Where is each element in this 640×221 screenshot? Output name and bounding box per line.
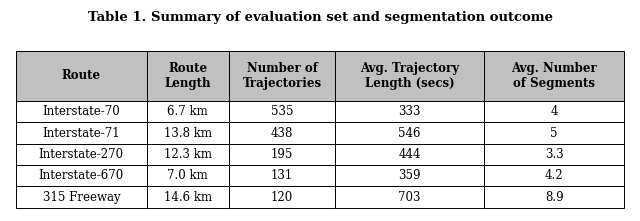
Bar: [16, 186, 147, 208]
Bar: [484, 186, 624, 208]
Bar: [16, 51, 147, 101]
Bar: [16, 144, 147, 165]
Text: Route
Length: Route Length: [164, 62, 211, 90]
Text: 8.9: 8.9: [545, 191, 563, 204]
Text: 535: 535: [271, 105, 293, 118]
Bar: [229, 101, 335, 122]
Bar: [229, 186, 335, 208]
Bar: [147, 144, 229, 165]
Text: 12.3 km: 12.3 km: [164, 148, 212, 161]
Bar: [147, 186, 229, 208]
Bar: [335, 122, 484, 144]
Bar: [335, 144, 484, 165]
Text: 7.0 km: 7.0 km: [168, 169, 208, 182]
Bar: [335, 51, 484, 101]
Bar: [147, 122, 229, 144]
Bar: [335, 186, 484, 208]
Text: 131: 131: [271, 169, 293, 182]
Bar: [229, 165, 335, 186]
Bar: [16, 101, 147, 122]
Text: Avg. Trajectory
Length (secs): Avg. Trajectory Length (secs): [360, 62, 460, 90]
Text: 4.2: 4.2: [545, 169, 563, 182]
Text: 333: 333: [399, 105, 421, 118]
Text: 444: 444: [399, 148, 421, 161]
Text: Number of
Trajectories: Number of Trajectories: [243, 62, 321, 90]
Bar: [335, 165, 484, 186]
Text: 315 Freeway: 315 Freeway: [42, 191, 120, 204]
Text: Route: Route: [62, 69, 101, 82]
Text: 6.7 km: 6.7 km: [168, 105, 208, 118]
Bar: [229, 122, 335, 144]
Text: 438: 438: [271, 127, 293, 139]
Bar: [16, 122, 147, 144]
Text: 5: 5: [550, 127, 558, 139]
Bar: [484, 101, 624, 122]
Text: Avg. Number
of Segments: Avg. Number of Segments: [511, 62, 597, 90]
Text: 14.6 km: 14.6 km: [164, 191, 212, 204]
Text: 195: 195: [271, 148, 293, 161]
Bar: [147, 101, 229, 122]
Bar: [16, 165, 147, 186]
Text: 703: 703: [399, 191, 421, 204]
Bar: [484, 144, 624, 165]
Text: Interstate-270: Interstate-270: [39, 148, 124, 161]
Bar: [484, 165, 624, 186]
Text: Interstate-670: Interstate-670: [39, 169, 124, 182]
Text: Interstate-70: Interstate-70: [42, 105, 120, 118]
Bar: [484, 51, 624, 101]
Text: 359: 359: [399, 169, 421, 182]
Bar: [229, 144, 335, 165]
Bar: [147, 51, 229, 101]
Text: Interstate-71: Interstate-71: [42, 127, 120, 139]
Bar: [147, 165, 229, 186]
Bar: [229, 51, 335, 101]
Text: Table 1. Summary of evaluation set and segmentation outcome: Table 1. Summary of evaluation set and s…: [88, 11, 552, 24]
Text: 13.8 km: 13.8 km: [164, 127, 212, 139]
Text: 4: 4: [550, 105, 558, 118]
Text: 546: 546: [399, 127, 421, 139]
Bar: [335, 101, 484, 122]
Bar: [484, 122, 624, 144]
Text: 120: 120: [271, 191, 293, 204]
Text: 3.3: 3.3: [545, 148, 563, 161]
